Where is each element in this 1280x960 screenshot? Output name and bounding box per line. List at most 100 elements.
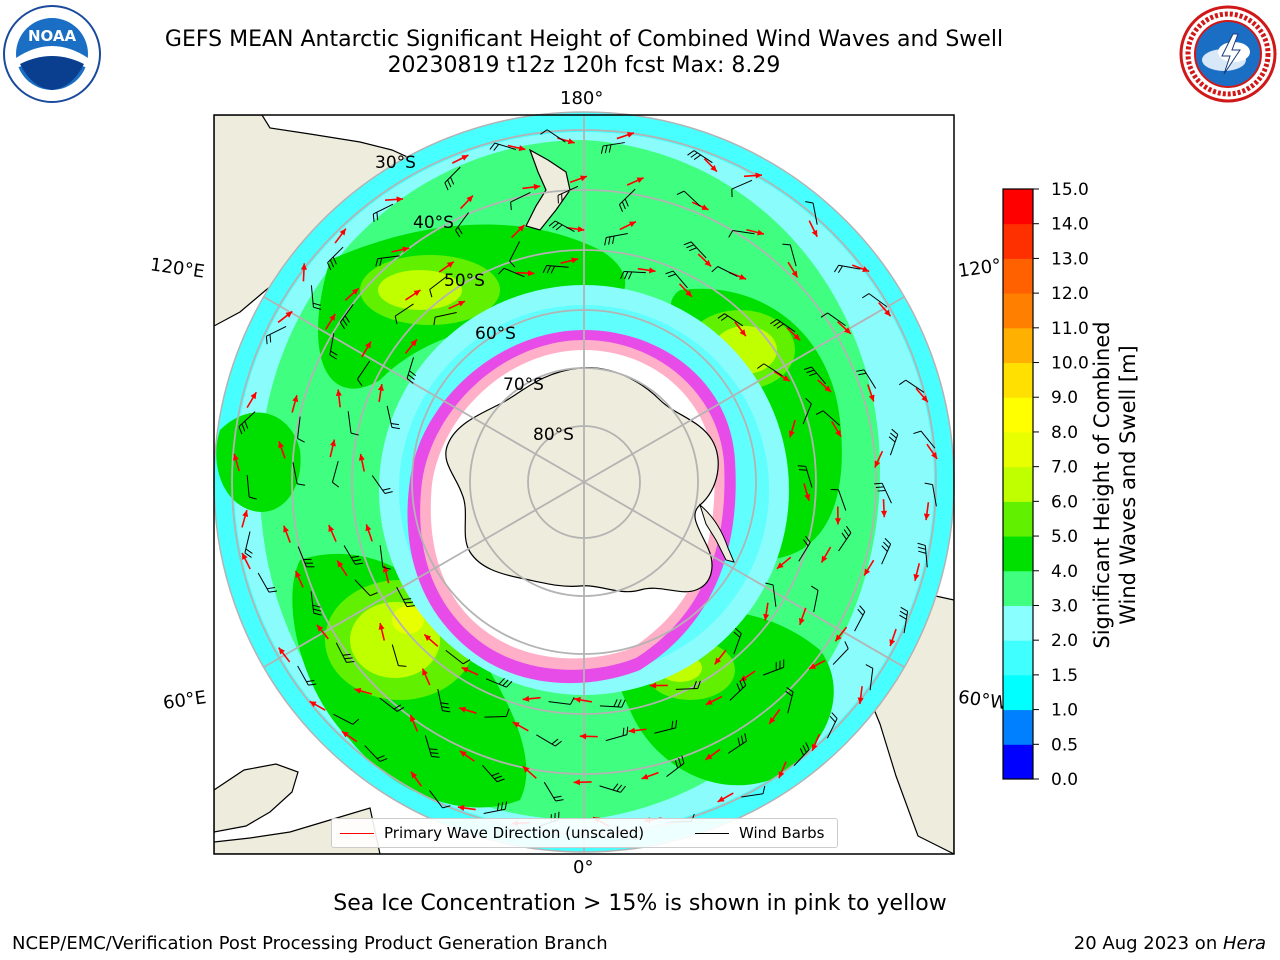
graticule — [231, 115, 937, 852]
machine-name: Hera — [1222, 933, 1266, 954]
wave-arrow-head — [278, 647, 285, 655]
wind-barb-feather — [689, 247, 697, 252]
wind-barb — [297, 416, 301, 439]
wave-arrow-head — [329, 439, 336, 447]
wave-arrow-head — [300, 263, 308, 270]
chart-title: GEFS MEAN Antarctic Significant Height o… — [164, 27, 1004, 52]
colorbar-tick-label: 12.0 — [1051, 284, 1089, 304]
wave-arrow-head — [396, 196, 403, 203]
wind-barb — [509, 241, 520, 262]
wave-arrow-head — [522, 695, 530, 702]
wind-barb-feather — [770, 318, 778, 325]
wind-barb-feather — [739, 680, 744, 689]
wind-barb-feather — [379, 258, 383, 267]
wind-barb-feather — [776, 323, 784, 329]
colorbar-tick-label: 9.0 — [1051, 388, 1078, 408]
wind-barb — [484, 715, 507, 718]
wind-barb-feather — [837, 265, 843, 274]
wind-barb-feather — [297, 483, 306, 486]
lat-label-50s: 50°S — [444, 271, 485, 291]
wind-barb — [246, 475, 250, 498]
wind-barb-feather — [404, 601, 414, 604]
wind-barb-feather — [249, 496, 257, 500]
wind-barb-feather — [604, 237, 607, 246]
wind-barb-feather — [805, 201, 814, 204]
wind-barb-feather — [820, 312, 828, 318]
wind-barb — [354, 579, 371, 597]
wind-barb-feather — [665, 270, 674, 275]
wave-arrow-head — [755, 172, 762, 179]
wave-arrow-head — [402, 246, 410, 253]
colorbar-cell — [1003, 189, 1033, 225]
wind-barb — [347, 411, 352, 434]
colorbar-cell — [1003, 397, 1033, 433]
wind-barb-feather — [554, 740, 562, 747]
wave-arrow-head — [351, 288, 359, 295]
wind-barb-feather — [327, 262, 332, 271]
wave-arrow-head — [422, 668, 428, 676]
wind-barb-feather — [811, 585, 819, 591]
colorbar-tick-label: 15.0 — [1051, 180, 1089, 200]
map-legend: Primary Wave Direction (unscaled) Wind B… — [331, 818, 838, 848]
wind-barb-feather — [406, 605, 415, 608]
wind-barb-feather — [693, 154, 701, 160]
wind-barb — [510, 191, 531, 203]
wind-barb-feather — [733, 631, 741, 638]
wind-barb-feather — [678, 757, 682, 766]
wind-barb-feather — [628, 271, 633, 280]
wind-barb-feather — [798, 469, 807, 471]
wind-barb-feather — [856, 369, 865, 372]
wind-barb-feather — [844, 641, 849, 649]
legend-label-barbs: Wind Barbs — [739, 824, 825, 842]
wind-barb-feather — [734, 627, 742, 634]
wind-barb — [445, 650, 464, 665]
wind-barb-feather — [344, 657, 353, 660]
chart-subtitle: 20230819 t12z 120h fcst Max: 8.29 — [387, 53, 781, 78]
wind-barb-feather — [913, 430, 922, 435]
wave-arrow-head — [410, 339, 417, 347]
wind-barb-feather — [393, 704, 402, 710]
wind-barb-feather — [728, 230, 734, 238]
wind-barb-feather — [429, 748, 438, 751]
wave-arrow-head — [232, 453, 239, 461]
wave-arrow-head — [339, 228, 346, 236]
colorbar-tick-label: 2.0 — [1051, 631, 1078, 651]
wind-barb-feather — [857, 608, 864, 616]
wave-arrow-head — [457, 804, 465, 811]
wind-barb-feather — [376, 755, 385, 760]
wave-arrow-head — [517, 224, 525, 232]
wind-barb-feather — [398, 665, 407, 667]
wind-barb — [869, 668, 874, 691]
wind-barb-feather — [394, 316, 398, 325]
wind-barb-feather — [352, 718, 360, 725]
wind-barb-feather — [612, 235, 615, 245]
wind-barb-feather — [244, 552, 252, 558]
wave-arrow-head — [649, 682, 657, 689]
wind-barb-feather — [312, 604, 321, 608]
wind-barb — [429, 790, 444, 809]
nws-logo — [1179, 5, 1277, 103]
wind-barb-feather — [674, 760, 679, 769]
wave-arrow-head — [923, 513, 930, 521]
wind-barb-feather — [865, 664, 874, 669]
wind-barb-feather — [313, 306, 322, 310]
wind-barb-feather — [806, 369, 815, 374]
wind-barb-feather — [624, 198, 629, 207]
wave-arrow-head — [577, 226, 585, 233]
wind-barb — [435, 312, 457, 318]
lat-label-70s: 70°S — [503, 375, 544, 395]
wind-barb — [932, 484, 937, 507]
wave-arrow-head — [571, 257, 579, 264]
wind-barb-feather — [786, 687, 794, 693]
wind-barb-feather — [409, 370, 416, 377]
wind-barb — [832, 648, 849, 665]
wind-barb-feather — [551, 738, 559, 745]
wind-barb-feather — [891, 428, 899, 435]
wind-barb-feather — [613, 699, 618, 707]
colorbar-tick-label: 4.0 — [1051, 562, 1078, 582]
wind-barb-feather — [329, 354, 337, 360]
wind-barb-feather — [306, 680, 315, 683]
wave-arrow-head — [739, 329, 746, 337]
